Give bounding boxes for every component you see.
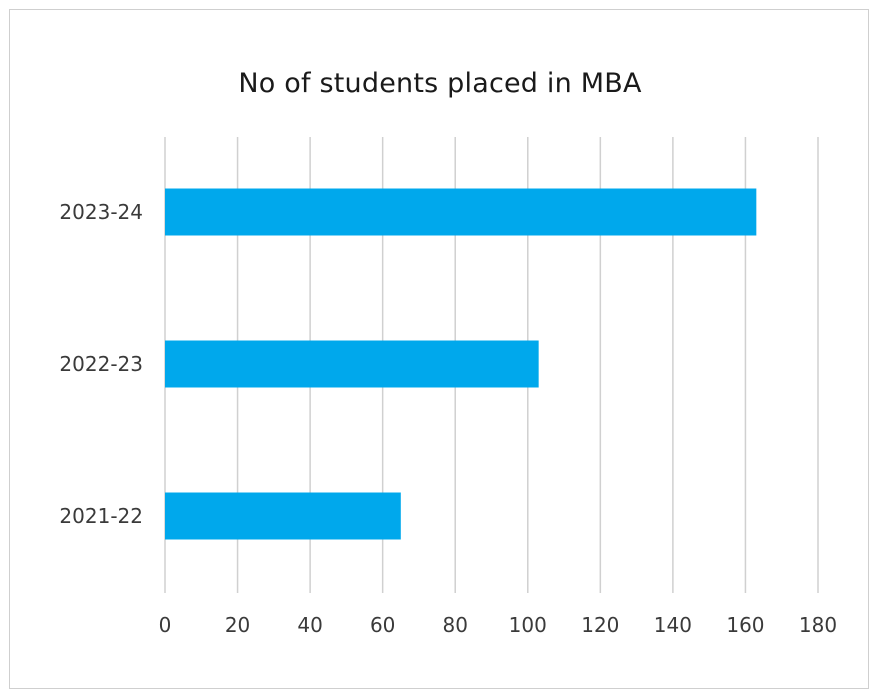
- category-label-2022-23: 2022-23: [59, 352, 143, 376]
- x-tick-label-120: 120: [581, 613, 619, 637]
- chart-title: No of students placed in MBA: [238, 68, 642, 99]
- x-tick-label-140: 140: [654, 613, 692, 637]
- x-tick-label-0: 0: [159, 613, 172, 637]
- x-tick-label-100: 100: [509, 613, 547, 637]
- x-tick-label-180: 180: [799, 613, 837, 637]
- x-tick-label-20: 20: [225, 613, 250, 637]
- bar-2022-23: [165, 340, 539, 388]
- x-tick-label-80: 80: [442, 613, 467, 637]
- bar-2021-22: [165, 492, 401, 540]
- x-tick-label-40: 40: [297, 613, 322, 637]
- category-label-2021-22: 2021-22: [59, 504, 143, 528]
- x-tick-label-160: 160: [726, 613, 764, 637]
- category-label-2023-24: 2023-24: [59, 200, 143, 224]
- bar-2023-24: [165, 188, 757, 236]
- x-tick-label-60: 60: [370, 613, 395, 637]
